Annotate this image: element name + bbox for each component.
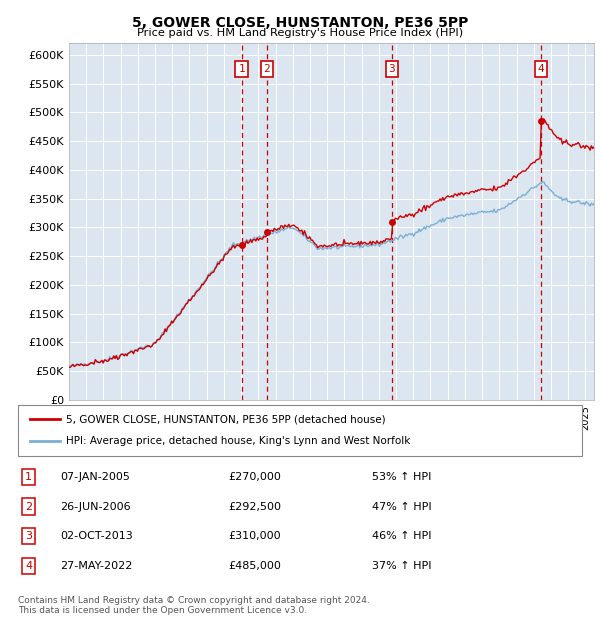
Text: Contains HM Land Registry data © Crown copyright and database right 2024.
This d: Contains HM Land Registry data © Crown c…: [18, 596, 370, 615]
Text: 26-JUN-2006: 26-JUN-2006: [60, 502, 131, 512]
Text: 1: 1: [238, 64, 245, 74]
Text: 2: 2: [263, 64, 270, 74]
Text: 07-JAN-2005: 07-JAN-2005: [60, 472, 130, 482]
Text: HPI: Average price, detached house, King's Lynn and West Norfolk: HPI: Average price, detached house, King…: [66, 436, 410, 446]
Text: 53% ↑ HPI: 53% ↑ HPI: [372, 472, 431, 482]
Text: 4: 4: [25, 561, 32, 571]
Text: £292,500: £292,500: [228, 502, 281, 512]
Text: 37% ↑ HPI: 37% ↑ HPI: [372, 561, 431, 571]
Text: 4: 4: [538, 64, 544, 74]
Text: 5, GOWER CLOSE, HUNSTANTON, PE36 5PP (detached house): 5, GOWER CLOSE, HUNSTANTON, PE36 5PP (de…: [66, 414, 386, 424]
Text: £310,000: £310,000: [228, 531, 281, 541]
Text: 27-MAY-2022: 27-MAY-2022: [60, 561, 133, 571]
Text: 2: 2: [25, 502, 32, 512]
Text: 47% ↑ HPI: 47% ↑ HPI: [372, 502, 431, 512]
Text: 46% ↑ HPI: 46% ↑ HPI: [372, 531, 431, 541]
Text: 3: 3: [25, 531, 32, 541]
Text: 1: 1: [25, 472, 32, 482]
Text: £485,000: £485,000: [228, 561, 281, 571]
Text: 5, GOWER CLOSE, HUNSTANTON, PE36 5PP: 5, GOWER CLOSE, HUNSTANTON, PE36 5PP: [132, 16, 468, 30]
Text: 3: 3: [388, 64, 395, 74]
Text: 02-OCT-2013: 02-OCT-2013: [60, 531, 133, 541]
Text: £270,000: £270,000: [228, 472, 281, 482]
Text: Price paid vs. HM Land Registry's House Price Index (HPI): Price paid vs. HM Land Registry's House …: [137, 28, 463, 38]
